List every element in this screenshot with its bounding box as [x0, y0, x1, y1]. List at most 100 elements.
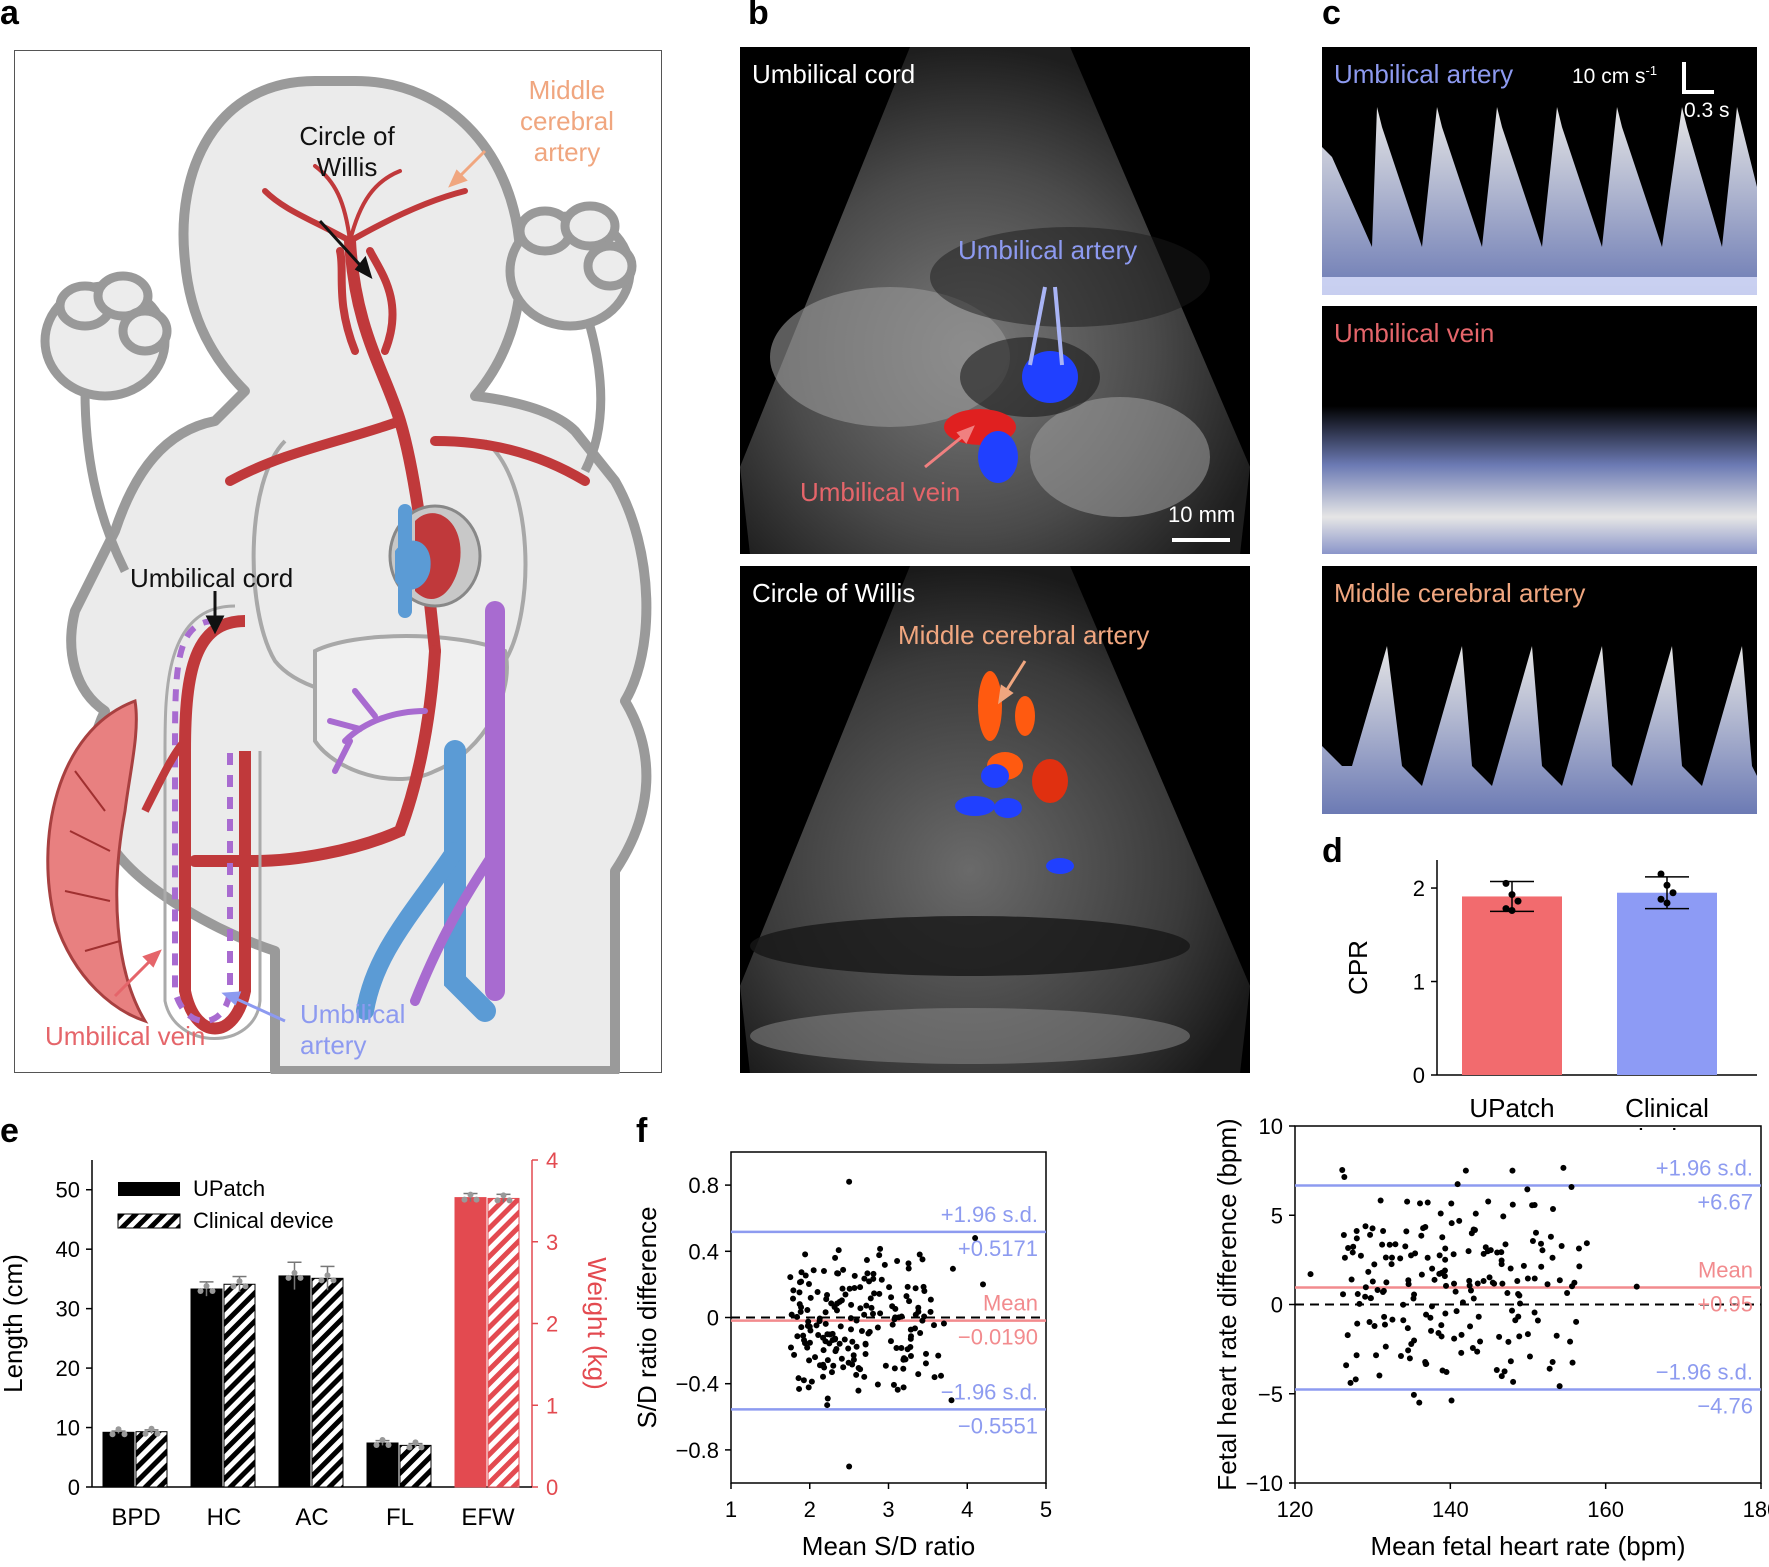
- ba-point: [1462, 1167, 1469, 1174]
- chart-d-cpr: 012CPRUPatchClinicaldevice: [1343, 860, 1757, 1130]
- e-point: [209, 1288, 216, 1295]
- ba-point: [1529, 1237, 1536, 1244]
- e-legend-upatch: UPatch: [193, 1176, 265, 1201]
- ba-ytick-label: 5: [1271, 1203, 1283, 1228]
- e-legend-clinical: Clinical device: [193, 1208, 334, 1233]
- e-point: [379, 1437, 386, 1444]
- ba-point: [1438, 1322, 1445, 1329]
- ba-point: [787, 1274, 794, 1281]
- ba-point: [1365, 1268, 1372, 1275]
- ba-point: [1466, 1277, 1473, 1284]
- ba-point: [795, 1375, 802, 1382]
- ba-point: [1406, 1355, 1413, 1362]
- d-ytick-label: 0: [1413, 1063, 1425, 1088]
- ba-point: [1448, 1220, 1455, 1227]
- ba-point: [796, 1289, 803, 1296]
- e-point: [467, 1191, 474, 1198]
- ba-line-value: −0.5551: [958, 1413, 1038, 1438]
- ba-point: [1389, 1316, 1396, 1323]
- e-bar: [399, 1444, 432, 1488]
- ba-point: [1400, 1317, 1407, 1324]
- ba-point: [1539, 1247, 1546, 1254]
- ba-point: [798, 1304, 805, 1311]
- ba-point: [886, 1284, 893, 1291]
- ba-point: [845, 1345, 852, 1352]
- d-point: [1508, 891, 1516, 899]
- e-y2tick-label: 1: [546, 1393, 558, 1418]
- d-point: [1508, 906, 1516, 914]
- ba-point: [1382, 1254, 1389, 1261]
- ba-point: [1388, 1261, 1395, 1268]
- ba-point: [822, 1309, 829, 1316]
- ba-point: [1498, 1261, 1505, 1268]
- ba-point: [1424, 1199, 1431, 1206]
- e-y2tick-label: 0: [546, 1475, 558, 1500]
- ba-point: [1569, 1359, 1576, 1366]
- ba-point: [1547, 1233, 1554, 1240]
- ba-point: [858, 1328, 865, 1335]
- ba-point: [840, 1266, 847, 1273]
- ba-point: [972, 1235, 979, 1242]
- ba-point: [1369, 1225, 1376, 1232]
- e-bar: [223, 1283, 256, 1488]
- ba-point: [905, 1260, 912, 1267]
- ba-point: [1538, 1240, 1545, 1247]
- ba-point: [890, 1381, 897, 1388]
- e-point: [230, 1283, 237, 1290]
- d-xtick-label: UPatch: [1469, 1093, 1554, 1123]
- ba-point: [1465, 1248, 1472, 1255]
- d-point: [1669, 889, 1677, 897]
- ba-point: [796, 1385, 803, 1392]
- ba-point: [849, 1338, 856, 1345]
- ba-point: [1366, 1318, 1373, 1325]
- ba-ylabel: Fetal heart rate difference (bpm): [1212, 1118, 1242, 1490]
- c-scale-x: 0.3 s: [1684, 99, 1730, 122]
- us-top-title: Umbilical cord: [752, 59, 916, 89]
- ba-point: [1424, 1254, 1431, 1261]
- ba-point: [1549, 1358, 1556, 1365]
- ba-point: [1507, 1358, 1514, 1365]
- ba-point: [1633, 1283, 1640, 1290]
- ba-point: [874, 1324, 881, 1331]
- e-point: [285, 1274, 292, 1281]
- ba-point: [1524, 1186, 1531, 1193]
- ba-point: [1410, 1391, 1417, 1398]
- e-bar: [278, 1275, 311, 1488]
- ba-point: [1459, 1299, 1466, 1306]
- e-point: [318, 1277, 325, 1284]
- ba-point: [1377, 1197, 1384, 1204]
- e-point: [154, 1430, 161, 1437]
- ba-point: [1489, 1279, 1496, 1286]
- e-point: [324, 1272, 331, 1279]
- e-point: [373, 1442, 380, 1449]
- ba-point: [1456, 1217, 1463, 1224]
- e-xtick-label: AC: [295, 1504, 328, 1531]
- e-xtick-label: FL: [386, 1504, 414, 1531]
- c-ua-label: Umbilical artery: [1334, 59, 1514, 89]
- ba-point: [1400, 1301, 1407, 1308]
- ba-point: [1441, 1267, 1448, 1274]
- ba-point: [1526, 1353, 1533, 1360]
- ba-point: [1436, 1252, 1443, 1259]
- doppler-strip-uv: Umbilical vein: [1322, 306, 1757, 554]
- ultrasound-umbilical-cord: Umbilical cord Umbilical artery Umbilica…: [740, 47, 1250, 554]
- ba-point: [1524, 1275, 1531, 1282]
- ba-point: [1418, 1232, 1425, 1239]
- ba-point: [904, 1283, 911, 1290]
- e-xtick-label: BPD: [111, 1504, 160, 1531]
- panel-label-e: e: [0, 1112, 19, 1150]
- ba-xtick-label: 140: [1432, 1497, 1469, 1522]
- ba-point: [857, 1284, 864, 1291]
- ba-point: [1411, 1291, 1418, 1298]
- ba-point: [805, 1280, 812, 1287]
- ba-point: [931, 1374, 938, 1381]
- ba-point: [1404, 1198, 1411, 1205]
- e-point: [121, 1431, 128, 1438]
- ba-point: [915, 1371, 922, 1378]
- ba-point: [798, 1278, 805, 1285]
- ba-point: [892, 1305, 899, 1312]
- ba-point: [862, 1340, 869, 1347]
- ba-point: [1339, 1167, 1346, 1174]
- ba-line-value: +0.5171: [958, 1236, 1038, 1261]
- ba-point: [863, 1257, 870, 1264]
